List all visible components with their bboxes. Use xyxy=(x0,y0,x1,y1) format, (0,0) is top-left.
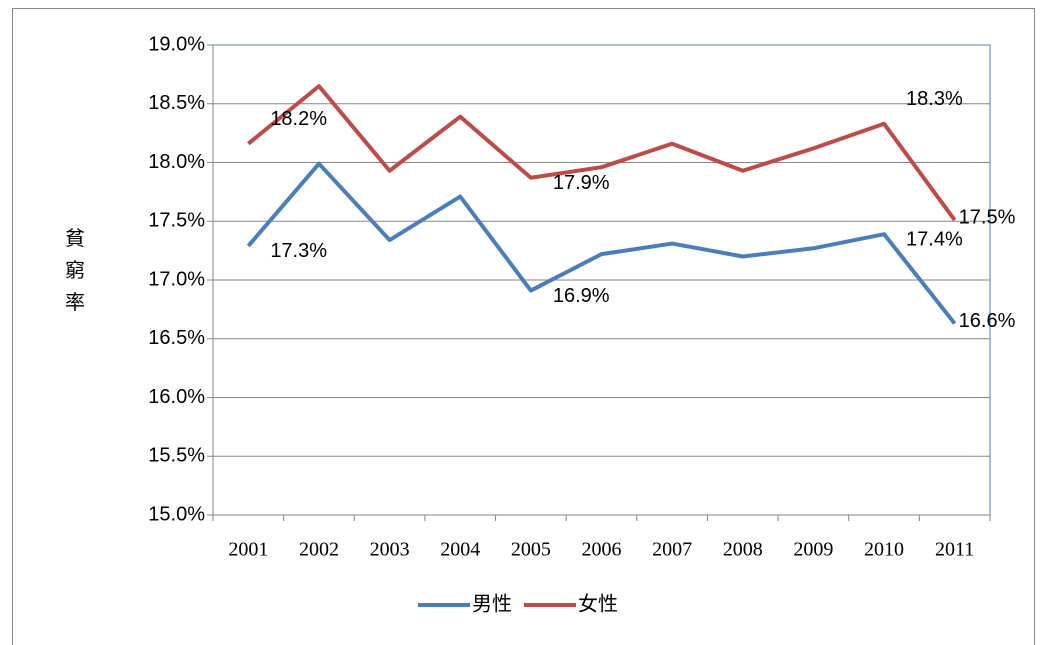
y-tick-label: 16.0% xyxy=(148,386,205,408)
data-label: 16.9% xyxy=(553,285,610,307)
series-line xyxy=(247,84,957,222)
x-tick-label: 2007 xyxy=(652,539,692,561)
data-label: 17.5% xyxy=(959,206,1016,228)
y-tick-label: 17.0% xyxy=(148,268,205,290)
data-label: 17.4% xyxy=(906,228,963,250)
x-tick-label: 2003 xyxy=(370,539,410,561)
y-tick-label: 17.5% xyxy=(148,210,205,232)
x-tick-label: 2009 xyxy=(793,539,833,561)
y-tick-label: 19.0% xyxy=(148,33,205,55)
data-label: 17.3% xyxy=(270,240,327,262)
data-label: 16.6% xyxy=(959,310,1016,332)
x-tick-label: 2006 xyxy=(582,539,622,561)
x-tick-label: 2005 xyxy=(511,539,551,561)
y-tick-label: 18.5% xyxy=(148,92,205,114)
x-tick-label: 2011 xyxy=(935,539,974,561)
y-tick-label: 15.0% xyxy=(148,503,205,525)
legend-label: 女性 xyxy=(578,592,618,615)
x-tick-label: 2004 xyxy=(440,539,480,561)
x-tick-label: 2008 xyxy=(723,539,763,561)
x-tick-label: 2001 xyxy=(228,539,268,561)
data-label: 18.3% xyxy=(906,88,963,110)
x-tick-label: 2002 xyxy=(299,539,339,561)
legend-label: 男性 xyxy=(472,592,512,615)
chart-frame xyxy=(12,8,1035,645)
series-line xyxy=(246,161,957,325)
y-tick-label: 16.5% xyxy=(148,327,205,349)
y-tick-label: 15.5% xyxy=(148,445,205,467)
data-label: 17.9% xyxy=(553,172,610,194)
x-tick-label: 2010 xyxy=(864,539,904,561)
data-label: 18.2% xyxy=(270,108,327,130)
y-axis-label: 貧窮率 xyxy=(65,227,85,314)
y-tick-label: 18.0% xyxy=(148,151,205,173)
